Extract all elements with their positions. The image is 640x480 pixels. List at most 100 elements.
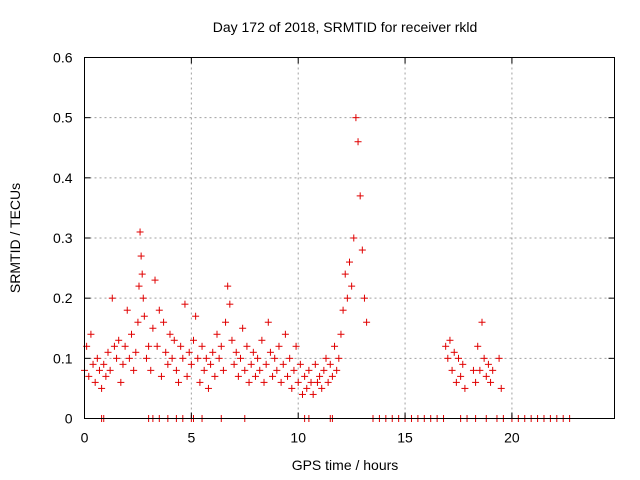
data-point [316, 372, 324, 380]
data-point [305, 366, 313, 374]
data-point [189, 336, 197, 344]
data-point [482, 372, 490, 380]
data-point [95, 366, 103, 374]
ticks-layer: 0 0.1 0.2 0.3 0.4 0.5 0.6 0 5 10 15 20 [53, 50, 615, 446]
data-point [444, 354, 452, 362]
data-point [140, 312, 148, 320]
x-tick-label: 5 [187, 430, 195, 446]
y-tick-label: 0 [65, 411, 73, 427]
data-point [472, 378, 480, 386]
data-point [292, 342, 300, 350]
data-point [484, 360, 492, 368]
data-point [194, 354, 202, 362]
data-point [123, 306, 131, 314]
data-point [271, 354, 279, 362]
data-point [142, 354, 150, 362]
data-point [348, 282, 356, 290]
data-point [489, 366, 497, 374]
data-point [160, 318, 168, 326]
data-point [284, 372, 292, 380]
data-point [243, 342, 251, 350]
data-point [247, 360, 255, 368]
data-point [185, 348, 193, 356]
data-point [91, 378, 99, 386]
x-axis-label: GPS time / hours [292, 457, 399, 473]
data-point [326, 360, 334, 368]
data-point [328, 372, 336, 380]
data-point [448, 366, 456, 374]
data-point [196, 378, 204, 386]
data-point [281, 330, 289, 338]
data-point [187, 360, 195, 368]
data-point [461, 384, 469, 392]
data-point [228, 336, 236, 344]
data-point [446, 336, 454, 344]
data-point [222, 318, 230, 326]
data-point [350, 234, 358, 242]
data-point [130, 366, 138, 374]
data-point [277, 378, 285, 386]
x-tick-label: 10 [290, 430, 306, 446]
data-point [354, 138, 362, 146]
data-point [128, 330, 136, 338]
data-point [459, 360, 467, 368]
data-point [164, 360, 172, 368]
data-point [241, 366, 249, 374]
data-point [207, 360, 215, 368]
data-point [85, 372, 93, 380]
y-tick-label: 0.2 [53, 290, 73, 306]
data-point [256, 366, 264, 374]
data-point [356, 192, 364, 200]
data-point [209, 348, 217, 356]
data-point [290, 366, 298, 374]
data-point [260, 378, 268, 386]
data-point [264, 318, 272, 326]
data-point [106, 366, 114, 374]
data-point [324, 378, 332, 386]
data-point [254, 354, 262, 362]
data-point [309, 390, 317, 398]
data-point [320, 366, 328, 374]
x-tick-label: 20 [504, 430, 520, 446]
data-point [151, 276, 159, 284]
data-point [352, 114, 360, 122]
data-point [217, 342, 225, 350]
data-point [275, 342, 283, 350]
data-point [100, 360, 108, 368]
data-point [452, 378, 460, 386]
data-point [137, 252, 145, 260]
data-point [211, 372, 219, 380]
data-point [450, 348, 458, 356]
data-point [125, 354, 133, 362]
data-point [476, 366, 484, 374]
data-point [104, 348, 112, 356]
grid-layer [84, 57, 615, 419]
data-point [480, 354, 488, 362]
y-tick-label: 0.1 [53, 350, 73, 366]
data-point [200, 366, 208, 374]
data-point [360, 294, 368, 302]
data-point [318, 384, 326, 392]
data-point [294, 378, 302, 386]
data-point [230, 360, 238, 368]
data-point [175, 378, 183, 386]
data-point [147, 366, 155, 374]
data-point [298, 390, 306, 398]
data-point [179, 354, 187, 362]
data-point [478, 318, 486, 326]
data-point [87, 330, 95, 338]
data-point [172, 366, 180, 374]
data-point [213, 330, 221, 338]
data-point [153, 342, 161, 350]
data-point [343, 294, 351, 302]
data-point [102, 372, 110, 380]
data-point [119, 360, 127, 368]
data-point [454, 354, 462, 362]
data-point [245, 378, 253, 386]
data-point [331, 342, 339, 350]
data-point [279, 360, 287, 368]
data-point [262, 360, 270, 368]
data-point [288, 384, 296, 392]
data-point [258, 336, 266, 344]
